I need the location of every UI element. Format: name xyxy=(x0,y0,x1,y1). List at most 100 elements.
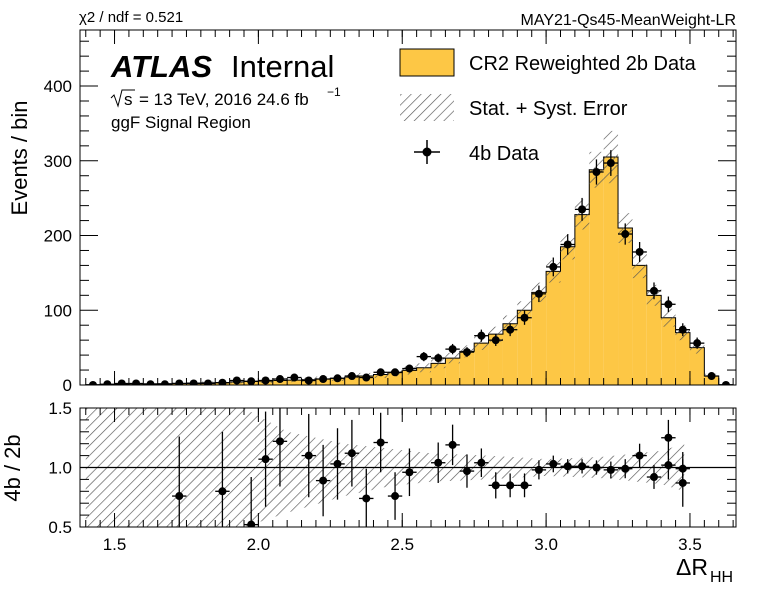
legend: CR2 Reweighted 2b Data Stat. + Syst. Err… xyxy=(399,48,697,165)
data-point xyxy=(661,296,676,313)
data-point xyxy=(287,373,302,382)
ratio-point-marker xyxy=(491,481,500,490)
hist-bar xyxy=(517,310,532,385)
ratio-point-marker xyxy=(247,520,256,527)
ratio-point-marker xyxy=(405,468,414,477)
hist-bar xyxy=(344,377,360,385)
hist-bar xyxy=(531,292,547,385)
ratio-point xyxy=(517,473,532,498)
data-point-marker xyxy=(506,325,515,334)
x-axis-title-main: ΔR xyxy=(676,554,708,580)
ratio-y-axis-title: 4b / 2b xyxy=(0,434,25,501)
data-point xyxy=(200,379,216,385)
legend-marker-swatch xyxy=(414,140,440,164)
energy-lumi-text: = 13 TeV, 2016 24.6 fb xyxy=(139,90,309,109)
data-point xyxy=(589,159,604,185)
ratio-point-marker xyxy=(477,458,486,467)
data-point xyxy=(502,323,518,337)
data-point-marker xyxy=(218,378,227,385)
data-point-marker xyxy=(635,247,644,256)
data-point xyxy=(100,380,115,385)
energy-label: s = 13 TeV, 2016 24.6 fb −1 xyxy=(110,85,341,109)
ratio-point xyxy=(502,473,518,498)
data-point-marker xyxy=(721,381,730,385)
ratio-point xyxy=(531,460,547,480)
data-point-marker xyxy=(362,373,371,382)
ratio-point-marker xyxy=(434,458,443,467)
ratio-y-tick-label: 1.5 xyxy=(48,399,72,418)
legend-label-error: Stat. + Syst. Error xyxy=(469,98,628,120)
hist-bar xyxy=(373,374,388,385)
data-point xyxy=(445,343,460,355)
x-tick-label: 3.5 xyxy=(678,535,702,554)
legend-hatch-swatch xyxy=(400,94,454,121)
error-band-bin xyxy=(632,252,647,279)
data-point xyxy=(301,376,316,385)
ratio-point xyxy=(459,454,475,488)
hist-bar xyxy=(632,265,647,385)
data-point-marker xyxy=(319,375,328,384)
x-tick-label: 2.0 xyxy=(247,535,271,554)
data-point xyxy=(272,375,288,384)
hist-bar xyxy=(431,363,446,385)
data-point-marker xyxy=(247,377,256,385)
data-point xyxy=(258,376,273,385)
run-tag: MAY21-Qs45-MeanWeight-LR xyxy=(521,12,737,29)
hist-bar xyxy=(603,157,619,385)
data-point-marker xyxy=(563,240,572,249)
data-point xyxy=(704,372,719,381)
ratio-point-marker xyxy=(448,440,457,449)
data-point xyxy=(632,241,647,262)
hist-bar xyxy=(646,295,662,385)
data-point xyxy=(315,375,331,384)
data-point xyxy=(330,374,345,383)
hist-bar xyxy=(661,317,676,385)
data-point xyxy=(459,347,475,358)
data-point-marker xyxy=(204,379,213,385)
ratio-point xyxy=(215,431,230,527)
ratio-point-marker xyxy=(391,492,400,501)
data-point-marker xyxy=(88,381,97,385)
data-point xyxy=(431,353,446,363)
legend-fill-swatch xyxy=(399,48,455,77)
ratio-point-marker xyxy=(650,473,658,482)
data-point-marker xyxy=(549,262,558,271)
region-label: ggF Signal Region xyxy=(111,113,251,132)
hist-bar xyxy=(445,358,460,385)
data-point-marker xyxy=(448,345,457,354)
data-point-marker xyxy=(650,286,658,295)
ratio-point-marker xyxy=(175,492,184,501)
legend-label-background: CR2 Reweighted 2b Data xyxy=(469,53,697,75)
hist-bar xyxy=(704,376,719,385)
hist-bar xyxy=(488,334,503,385)
ratio-data-points xyxy=(172,408,690,527)
ratio-point-marker xyxy=(520,481,529,490)
ratio-point xyxy=(431,442,446,483)
ratio-point xyxy=(359,468,374,527)
data-point xyxy=(186,379,201,385)
ratio-point-marker xyxy=(319,476,328,485)
data-point xyxy=(244,377,259,385)
ratio-point-marker xyxy=(261,455,270,464)
hist-bar xyxy=(689,347,705,385)
error-band-bin xyxy=(474,336,489,350)
error-band-bin xyxy=(431,358,446,369)
data-point xyxy=(229,376,244,385)
error-band-bin xyxy=(517,301,532,320)
data-point-marker xyxy=(592,168,601,176)
data-point-marker xyxy=(707,372,716,381)
data-point-marker xyxy=(275,375,284,384)
ratio-point-marker xyxy=(563,462,572,471)
x-axis-title-sub: HH xyxy=(710,569,733,586)
x-axis-title: ΔR HH xyxy=(676,554,733,586)
data-point-marker xyxy=(520,313,529,322)
error-band-bin xyxy=(445,352,460,364)
ratio-point xyxy=(560,459,575,474)
data-point-marker xyxy=(693,339,702,348)
atlas-brand: ATLAS xyxy=(110,49,212,84)
error-band-bin xyxy=(416,363,432,373)
chi2-label: χ2 / ndf = 0.521 xyxy=(79,9,183,26)
ratio-point xyxy=(301,413,316,498)
data-point xyxy=(143,380,158,385)
